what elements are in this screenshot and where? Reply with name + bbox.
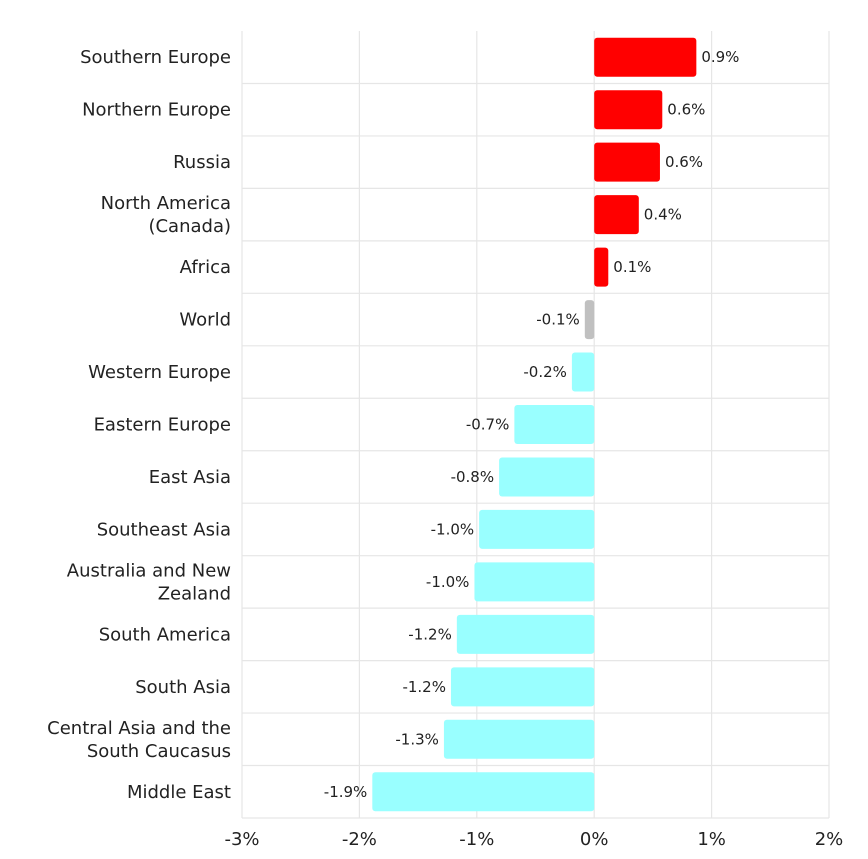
bar [594, 90, 663, 130]
category-label: Australia and New [67, 560, 231, 581]
x-tick-label: -1% [459, 829, 494, 850]
bar [456, 614, 595, 654]
bar [594, 247, 609, 287]
category-label: Northern Europe [82, 100, 231, 121]
bar [479, 509, 595, 549]
category-label: World [179, 310, 231, 331]
bar [584, 300, 595, 340]
data-label: -1.9% [324, 783, 368, 801]
grid-layer [241, 31, 830, 819]
category-label: Southern Europe [80, 47, 231, 68]
bar [474, 562, 595, 602]
category-label: South America [99, 624, 231, 645]
x-tick-label: 2% [815, 829, 844, 850]
bar [514, 405, 595, 444]
bar [594, 37, 697, 77]
bar [372, 772, 595, 812]
data-label: -1.2% [402, 678, 446, 696]
data-label: -0.2% [523, 363, 567, 381]
category-label: North America [101, 193, 231, 214]
category-label: South Caucasus [87, 741, 231, 762]
category-label: Western Europe [88, 362, 231, 383]
x-tick-label: 1% [697, 829, 726, 850]
bar [443, 719, 595, 759]
bar [450, 667, 595, 707]
category-label: South Asia [135, 677, 231, 698]
data-label: 0.6% [665, 153, 703, 171]
data-label: -0.8% [451, 468, 495, 486]
data-label: 0.9% [701, 48, 739, 66]
data-label: -0.1% [536, 311, 580, 329]
data-label: -1.3% [395, 730, 439, 748]
category-label: Middle East [127, 782, 231, 803]
category-label: Central Asia and the [47, 718, 231, 739]
bar [594, 142, 660, 182]
category-label: Eastern Europe [94, 415, 231, 436]
x-tick-label: -2% [342, 829, 377, 850]
bars-layer [372, 37, 697, 812]
category-label: Zealand [158, 583, 231, 604]
data-label: 0.6% [667, 101, 705, 119]
data-label: 0.4% [644, 206, 682, 224]
category-label: East Asia [149, 467, 231, 488]
x-tick-label: 0% [580, 829, 609, 850]
category-label: (Canada) [148, 216, 231, 237]
x-tick-label: -3% [224, 829, 259, 850]
bar [499, 457, 595, 497]
category-label: Southeast Asia [97, 519, 231, 540]
category-label: Africa [180, 257, 231, 278]
bar [571, 352, 595, 392]
ticks-layer: -3% -2% -1% 0% 1% 2% [224, 829, 843, 850]
labels-layer: 0.9% Southern Europe 0.6% Northern Europe 0.… [47, 47, 739, 803]
data-label: -1.0% [426, 573, 470, 591]
data-label: -1.0% [431, 520, 475, 538]
bar [594, 195, 639, 235]
data-label: -1.2% [408, 625, 452, 643]
data-label: -0.7% [466, 416, 510, 434]
category-label: Russia [173, 152, 231, 173]
data-label: 0.1% [613, 258, 651, 276]
